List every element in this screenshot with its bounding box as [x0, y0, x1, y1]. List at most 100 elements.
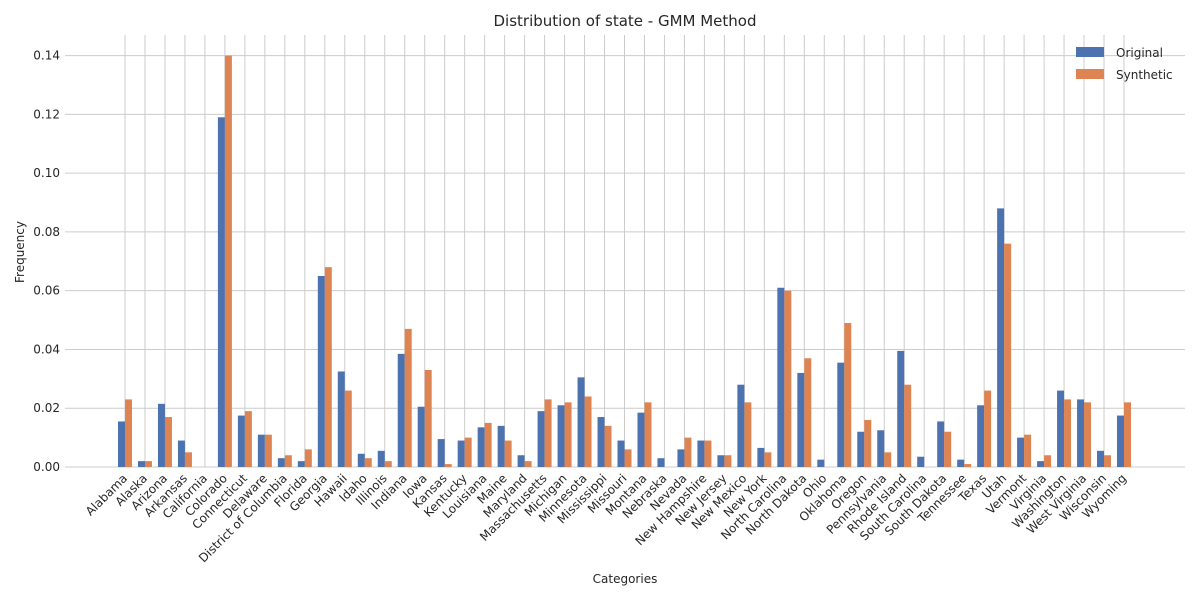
bar-synthetic-district-of-columbia	[284, 455, 292, 467]
bar-original-nevada	[677, 449, 685, 467]
bar-synthetic-maryland	[524, 461, 532, 467]
bar-original-north-dakota	[797, 372, 805, 467]
bar-synthetic-kentucky	[464, 437, 472, 467]
bar-synthetic-alabama	[125, 399, 132, 467]
bar-original-south-carolina	[917, 456, 925, 467]
bar-synthetic-texas	[984, 390, 992, 467]
bar-synthetic-utah	[1004, 243, 1012, 467]
bar-synthetic-iowa	[424, 370, 432, 467]
y-tick-label: 0.04	[33, 342, 60, 356]
bar-synthetic-hawaii	[344, 390, 352, 467]
bar-synthetic-connecticut	[244, 411, 252, 467]
x-axis-label: Categories	[593, 572, 658, 586]
bar-synthetic-georgia	[324, 267, 332, 467]
bar-original-arizona	[157, 403, 165, 467]
bar-synthetic-wyoming	[1124, 402, 1131, 467]
grid	[65, 35, 1185, 468]
legend: Original Synthetic	[1076, 46, 1173, 82]
bar-original-new-hampshire	[697, 440, 705, 467]
bar-original-iowa	[417, 406, 425, 467]
legend-label-synthetic: Synthetic	[1116, 68, 1173, 82]
bar-synthetic-michigan	[564, 402, 572, 467]
y-tick-label: 0.12	[33, 107, 60, 121]
bar-original-west-virginia	[1077, 399, 1085, 467]
bar-synthetic-mississippi	[604, 425, 612, 467]
bar-original-oregon	[857, 431, 865, 467]
bar-synthetic-arizona	[164, 417, 172, 467]
bar-original-montana	[637, 412, 645, 467]
bar-original-wyoming	[1117, 415, 1124, 467]
bar-original-vermont	[1017, 437, 1025, 467]
bar-original-mississippi	[597, 417, 605, 467]
bar-synthetic-louisiana	[484, 422, 492, 467]
bar-original-kansas	[437, 439, 445, 467]
legend-swatch-synthetic	[1076, 69, 1104, 79]
y-axis-ticks: 0.00 0.02 0.04 0.06 0.08 0.10 0.12 0.14	[33, 49, 60, 474]
bar-synthetic-oregon	[864, 419, 872, 467]
bar-synthetic-south-dakota	[944, 431, 952, 467]
bar-synthetic-rhode-island	[904, 384, 912, 467]
bar-original-virginia	[1037, 461, 1045, 467]
bar-synthetic-new-mexico	[744, 402, 752, 467]
bar-synthetic-new-york	[764, 452, 772, 467]
bar-original-minnesota	[577, 377, 585, 467]
bar-synthetic-tennessee	[964, 464, 972, 467]
bar-synthetic-virginia	[1044, 455, 1052, 467]
bar-original-tennessee	[957, 459, 965, 467]
bar-original-massachusetts	[537, 411, 545, 467]
y-tick-label: 0.00	[33, 460, 60, 474]
bar-original-hawaii	[337, 371, 345, 467]
bar-original-oklahoma	[837, 362, 845, 467]
bar-original-connecticut	[237, 415, 245, 467]
bar-synthetic-idaho	[364, 458, 372, 467]
bar-synthetic-pennsylvania	[884, 452, 892, 467]
bar-synthetic-florida	[304, 449, 312, 467]
y-tick-label: 0.08	[33, 225, 60, 239]
y-axis-label: Frequency	[13, 221, 27, 283]
y-tick-label: 0.02	[33, 401, 60, 415]
bar-original-indiana	[397, 353, 405, 467]
bar-original-colorado	[217, 117, 225, 468]
bar-original-idaho	[357, 453, 365, 467]
bar-original-louisiana	[477, 427, 485, 467]
legend-label-original: Original	[1116, 46, 1163, 60]
bar-original-maine	[497, 425, 505, 467]
bar-synthetic-massachusetts	[544, 399, 552, 467]
bar-synthetic-colorado	[224, 55, 232, 467]
bar-synthetic-missouri	[624, 449, 632, 467]
bar-original-arkansas	[177, 440, 185, 467]
bar-original-alabama	[118, 421, 125, 467]
bar-synthetic-maine	[504, 440, 512, 467]
bar-synthetic-new-hampshire	[704, 440, 712, 467]
y-tick-label: 0.14	[33, 49, 60, 63]
bar-synthetic-nevada	[684, 437, 692, 467]
bar-synthetic-west-virginia	[1084, 402, 1092, 467]
bar-original-georgia	[317, 275, 325, 467]
bar-original-florida	[297, 461, 305, 467]
bar-original-rhode-island	[897, 350, 905, 467]
bar-synthetic-delaware	[264, 434, 272, 467]
bar-original-nebraska	[657, 458, 665, 467]
bar-synthetic-minnesota	[584, 396, 592, 467]
bar-synthetic-indiana	[404, 328, 412, 467]
bar-original-new-mexico	[737, 384, 745, 467]
bar-original-district-of-columbia	[277, 458, 285, 467]
bar-original-maryland	[517, 455, 525, 467]
bar-original-wisconsin	[1097, 450, 1105, 467]
y-tick-label: 0.10	[33, 166, 60, 180]
bar-synthetic-alaska	[144, 461, 152, 467]
x-axis-ticks: AlabamaAlaskaArizonaArkansasCaliforniaCo…	[83, 471, 1129, 565]
bar-original-south-dakota	[937, 421, 945, 467]
bar-original-pennsylvania	[877, 430, 885, 467]
bar-synthetic-north-carolina	[784, 290, 792, 467]
bar-original-new-york	[757, 447, 765, 467]
bar-original-illinois	[377, 450, 385, 467]
bar-original-delaware	[257, 434, 265, 467]
bar-original-ohio	[817, 459, 825, 467]
bar-synthetic-montana	[644, 402, 652, 467]
bar-synthetic-oklahoma	[844, 323, 852, 467]
bar-synthetic-new-jersey	[724, 455, 732, 467]
bar-synthetic-arkansas	[184, 452, 192, 467]
bar-original-texas	[977, 405, 985, 467]
